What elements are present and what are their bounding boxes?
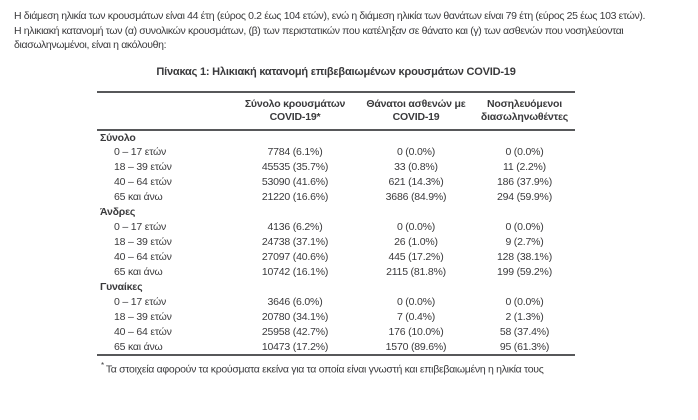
table-row: 65 και άνω 10742 (16.1%) 2115 (81.8%) 19… [97,265,575,280]
deaths-value: 2115 (81.8%) [386,266,446,278]
section-label: Άνδρες [100,206,136,218]
table-row: 40 – 64 ετών 25958 (42.7%) 176 (10.0%) 5… [97,325,575,340]
intubated-value: 128 (38.1%) [496,251,552,263]
section-row-women: Γυναίκες [97,280,575,295]
deaths-value: 621 (14.3%) [388,176,444,188]
cases-value: 10473 (17.2%) [261,340,329,353]
age-group-label: 40 – 64 ετών [114,251,172,263]
section-label: Γυναίκες [100,281,143,293]
deaths-value: 0 (0.0%) [396,221,436,233]
cases-value: 24738 (37.1%) [261,236,329,248]
intubated-value: 0 (0.0%) [505,146,544,158]
cases-value: 21220 (16.6%) [261,191,329,203]
age-group-label: 40 – 64 ετών [114,326,172,338]
intubated-value: 95 (61.3%) [499,340,550,353]
age-group-label: 0 – 17 ετών [114,221,167,233]
section-row-total: Σύνολο [97,130,575,145]
table-row: 18 – 39 ετών 24738 (37.1%) 26 (1.0%) 9 (… [97,235,575,250]
deaths-value: 0 (0.0%) [396,146,436,158]
cases-value: 10742 (16.1%) [261,266,329,278]
table-row: 65 και άνω 21220 (16.6%) 3686 (84.9%) 29… [97,190,575,205]
cases-value: 3646 (6.0%) [267,296,323,308]
table-row: 40 – 64 ετών 53090 (41.6%) 621 (14.3%) 1… [97,175,575,190]
footnote-asterisk: * [101,360,104,370]
deaths-value: 445 (17.2%) [388,251,444,263]
deaths-value: 176 (10.0%) [388,326,444,338]
deaths-value: 3686 (84.9%) [385,191,447,203]
intro-line-1: Η διάμεση ηλικία των κρουσμάτων είναι 44… [14,10,646,22]
col-header-total-cases: Σύνολο κρουσμάτων COVID-19* [244,97,346,124]
deaths-value: 0 (0.0%) [396,296,436,308]
deaths-value: 1570 (89.6%) [385,340,447,353]
table-title: Πίνακας 1: Ηλικιακή κατανομή επιβεβαιωμέ… [156,65,516,78]
intro-line-3: διασωληνωμένοι, είναι η ακόλουθη: [14,39,167,51]
age-group-label: 65 και άνω [114,340,163,353]
age-group-label: 18 – 39 ετών [114,161,172,173]
age-group-label: 0 – 17 ετών [114,296,167,308]
table-row: 65 και άνω 10473 (17.2%) 1570 (89.6%) 95… [97,340,575,355]
table-row: 18 – 39 ετών 45535 (35.7%) 33 (0.8%) 11 … [97,160,575,175]
table-row: 0 – 17 ετών 7784 (6.1%) 0 (0.0%) 0 (0.0%… [97,145,575,160]
intubated-value: 199 (59.2%) [496,266,552,278]
table-container: Πίνακας 1: Ηλικιακή κατανομή επιβεβαιωμέ… [97,66,575,356]
table-row: 40 – 64 ετών 27097 (40.6%) 445 (17.2%) 1… [97,250,575,265]
age-group-label: 18 – 39 ετών [114,236,172,248]
report-page: { "intro": { "line1": "Η διάμεση ηλικία … [0,9,698,420]
age-group-label: 65 και άνω [114,191,163,203]
intubated-value: 294 (59.9%) [496,191,552,203]
deaths-value: 26 (1.0%) [394,236,438,248]
footnote-text: Τα στοιχεία αφορούν τα κρούσματα εκείνα … [105,363,544,375]
age-group-label: 18 – 39 ετών [114,311,172,323]
cases-value: 27097 (40.6%) [261,251,329,263]
intubated-value: 9 (2.7%) [505,236,544,248]
cases-value: 20780 (34.1%) [261,311,329,323]
intro-paragraph: Η διάμεση ηλικία των κρουσμάτων είναι 44… [14,9,698,53]
cases-value: 45535 (35.7%) [261,161,329,173]
intubated-value: 58 (37.4%) [499,326,550,338]
intubated-value: 11 (2.2%) [503,161,546,173]
cases-value: 53090 (41.6%) [261,176,329,188]
table-row: 18 – 39 ετών 20780 (34.1%) 7 (0.4%) 2 (1… [97,310,575,325]
age-group-label: 65 και άνω [114,266,163,278]
section-row-men: Άνδρες [97,205,575,220]
empty-header-cell [97,92,232,130]
cases-value: 7784 (6.1%) [267,146,323,158]
header-row: Σύνολο κρουσμάτων COVID-19* Θάνατοι ασθε… [97,92,575,130]
table-footnote: * Τα στοιχεία αφορούν τα κρούσματα εκείνα… [101,361,698,376]
intubated-value: 0 (0.0%) [505,296,544,308]
section-label: Σύνολο [100,131,136,144]
intubated-value: 0 (0.0%) [505,221,544,233]
cases-value: 25958 (42.7%) [261,326,329,338]
table-row: 0 – 17 ετών 3646 (6.0%) 0 (0.0%) 0 (0.0%… [97,295,575,310]
intro-line-2: Η ηλικιακή κατανομή των (α) συνολικών κρ… [14,24,624,37]
intubated-value: 2 (1.3%) [505,311,544,323]
cases-value: 4136 (6.2%) [267,221,323,233]
col-header-intubated: Νοσηλευόμενοι διασωληνωθέντες [480,97,569,124]
age-group-label: 0 – 17 ετών [114,146,167,158]
deaths-value: 7 (0.4%) [396,311,436,323]
age-distribution-table: Σύνολο κρουσμάτων COVID-19* Θάνατοι ασθε… [97,90,575,356]
age-group-label: 40 – 64 ετών [114,176,172,188]
table-row: 0 – 17 ετών 4136 (6.2%) 0 (0.0%) 0 (0.0%… [97,220,575,235]
col-header-deaths: Θάνατοι ασθενών με COVID-19 [366,97,466,124]
intubated-value: 186 (37.9%) [496,176,552,188]
deaths-value: 33 (0.8%) [394,161,438,173]
